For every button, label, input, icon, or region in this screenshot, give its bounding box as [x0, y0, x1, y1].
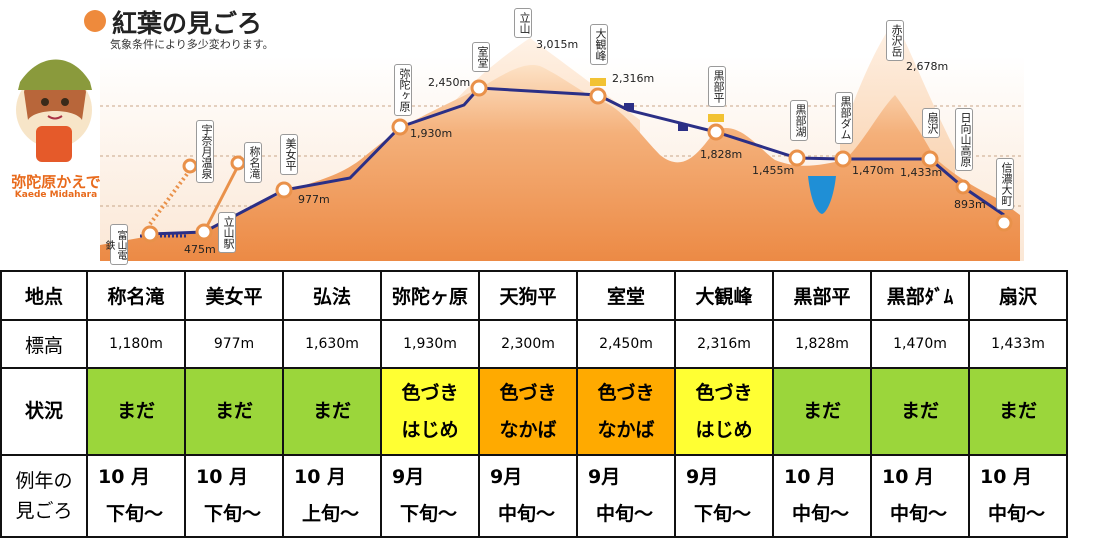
- station-label: 日向山高原: [955, 108, 973, 171]
- status-cell: 色づき なかば: [478, 367, 578, 456]
- elevation-label: 893m: [954, 198, 986, 211]
- place-cell: 大観峰: [674, 270, 774, 321]
- place-cell: 黒部平: [772, 270, 872, 321]
- altitude-cell: 1,630m: [282, 319, 382, 369]
- altitude-cell: 1,180m: [86, 319, 186, 369]
- station-label: 富山電鉄: [103, 224, 128, 265]
- table-row-altitude: 標高 1,180m 977m 1,630m 1,930m 2,300m 2,45…: [0, 319, 1068, 369]
- station-label: 室堂: [472, 42, 490, 72]
- table-row-typical: 例年の 見ごろ 10 月下旬～ 10 月下旬～ 10 月上旬～ 9月 下旬～ 9月中…: [0, 454, 1068, 538]
- typical-cell: 10 月下旬～: [184, 454, 284, 538]
- elevation-label: 475m: [184, 243, 216, 256]
- page-subtitle: 気象条件により多少変わります。: [110, 38, 274, 51]
- status-cell: まだ: [870, 367, 970, 456]
- elevation-label: 2,450m: [428, 76, 471, 89]
- place-cell: 室堂: [576, 270, 676, 321]
- typical-cell: 10 月中旬～: [870, 454, 970, 538]
- elevation-label: 1,470m: [852, 164, 895, 177]
- place-cell: 弥陀ヶ原: [380, 270, 480, 321]
- station-label: 美女平: [280, 134, 298, 175]
- elevation-label: 1,930m: [410, 127, 453, 140]
- status-cell: 色づき はじめ: [674, 367, 774, 456]
- route-map: 紅葉の見ごろ 気象条件により多少変わります。 弥陀原かえで Kaede Mida…: [0, 0, 1097, 265]
- station-label: 信濃大町: [996, 158, 1014, 210]
- station-label: 称名滝: [244, 142, 262, 183]
- mascot-name: 弥陀原かえで: [11, 173, 101, 191]
- station-label: 赤沢岳: [886, 20, 904, 61]
- typical-cell: 10 月下旬～: [86, 454, 186, 538]
- altitude-cell: 1,470m: [870, 319, 970, 369]
- status-cell: まだ: [968, 367, 1068, 456]
- table-row-place: 地点 称名滝 美女平 弘法 弥陀ヶ原 天狗平 室堂 大観峰 黒部平 黒部ﾀﾞﾑ …: [0, 270, 1068, 321]
- elevation-label: 1,828m: [700, 148, 743, 161]
- altitude-cell: 1,433m: [968, 319, 1068, 369]
- typical-cell: 9月 下旬～: [380, 454, 480, 538]
- row-header: 例年の 見ごろ: [0, 454, 88, 538]
- elevation-label: 2,316m: [612, 72, 655, 85]
- typical-cell: 9月 中旬～: [478, 454, 578, 538]
- station-label: 大観峰: [590, 24, 608, 65]
- typical-cell: 9月 中旬～: [576, 454, 676, 538]
- station-label: 黒部湖: [790, 100, 808, 141]
- place-cell: 弘法: [282, 270, 382, 321]
- elevation-label: 977m: [298, 193, 330, 206]
- altitude-cell: 977m: [184, 319, 284, 369]
- status-cell: まだ: [282, 367, 382, 456]
- station-label: 扇沢: [922, 108, 940, 138]
- row-header: 地点: [0, 270, 88, 321]
- title-bullet-icon: [84, 10, 106, 32]
- place-cell: 称名滝: [86, 270, 186, 321]
- altitude-cell: 2,450m: [576, 319, 676, 369]
- elevation-label: 1,455m: [752, 164, 795, 177]
- status-cell: 色づき はじめ: [380, 367, 480, 456]
- place-cell: 天狗平: [478, 270, 578, 321]
- status-cell: まだ: [184, 367, 284, 456]
- place-cell: 美女平: [184, 270, 284, 321]
- place-cell: 黒部ﾀﾞﾑ: [870, 270, 970, 321]
- elevation-label: 2,678m: [906, 60, 949, 73]
- typical-cell: 9月 下旬～: [674, 454, 774, 538]
- row-header: 状況: [0, 367, 88, 456]
- page-title: 紅葉の見ごろ: [112, 9, 263, 38]
- station-label: 黒部平: [708, 66, 726, 107]
- mascot-romaji: Kaede Midahara: [14, 190, 98, 200]
- station-label: 弥陀ヶ原: [394, 64, 412, 116]
- place-cell: 扇沢: [968, 270, 1068, 321]
- elevation-label: 1,433m: [900, 166, 943, 179]
- typical-cell: 10 月中旬～: [772, 454, 872, 538]
- status-cell: まだ: [86, 367, 186, 456]
- typical-cell: 10 月上旬～: [282, 454, 382, 538]
- table-row-status: 状況 まだ まだ まだ 色づき はじめ 色づき なかば 色づき なかば 色づき はじめ …: [0, 367, 1068, 456]
- status-cell: 色づき なかば: [576, 367, 676, 456]
- row-header: 標高: [0, 319, 88, 369]
- foliage-table: 地点 称名滝 美女平 弘法 弥陀ヶ原 天狗平 室堂 大観峰 黒部平 黒部ﾀﾞﾑ …: [0, 270, 1068, 538]
- station-label: 宇奈月温泉: [196, 120, 214, 183]
- status-cell: まだ: [772, 367, 872, 456]
- typical-cell: 10 月中旬～: [968, 454, 1068, 538]
- altitude-cell: 1,930m: [380, 319, 480, 369]
- mountain-profile: [16, 20, 1024, 261]
- altitude-cell: 1,828m: [772, 319, 872, 369]
- station-label: 立山: [514, 8, 532, 38]
- station-label: 黒部ダム: [835, 92, 853, 144]
- station-label: 立山駅: [218, 212, 236, 253]
- altitude-cell: 2,300m: [478, 319, 578, 369]
- elevation-label: 3,015m: [536, 38, 579, 51]
- altitude-cell: 2,316m: [674, 319, 774, 369]
